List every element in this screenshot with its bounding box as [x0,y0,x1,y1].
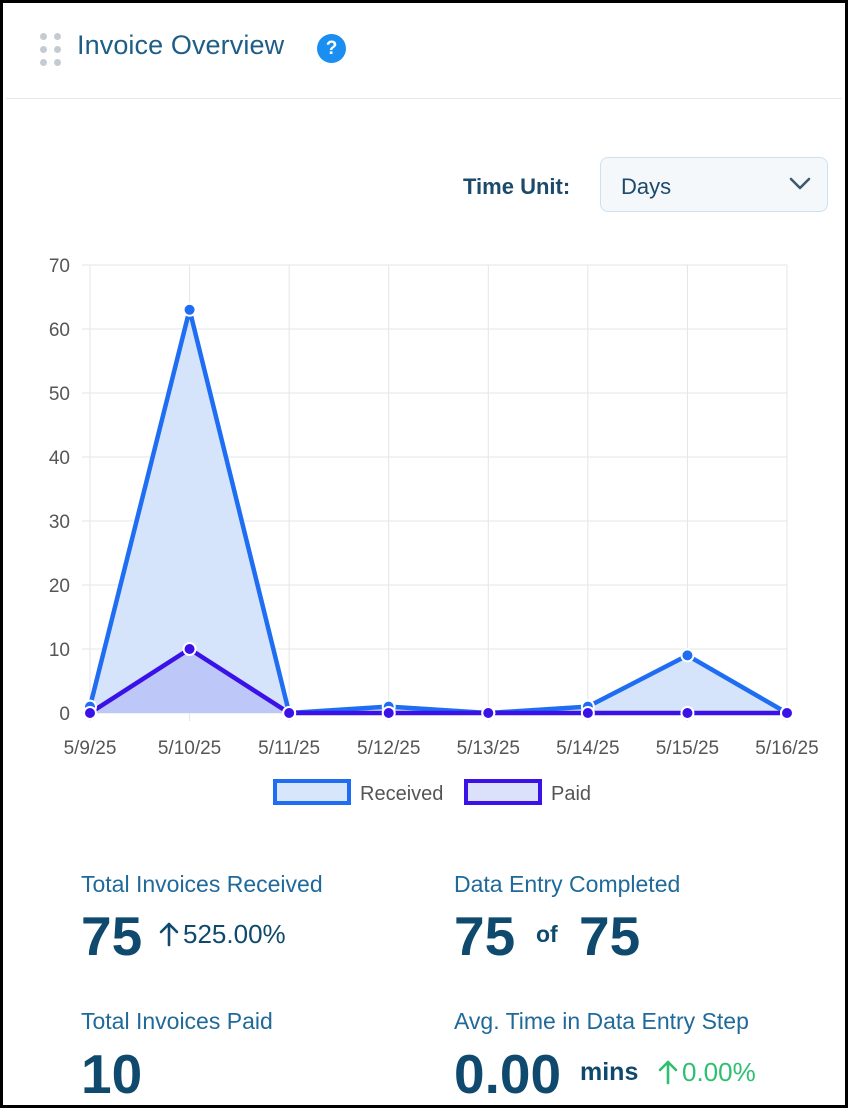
total-received-change: 525.00% [159,921,286,947]
avg-time-change-text: 0.00% [682,1057,756,1087]
drag-handle-icon[interactable] [40,33,62,67]
time-unit-selected-value: Days [621,174,672,199]
y-tick-label: 20 [49,576,70,597]
legend-label-received: Received [360,783,443,805]
y-tick-label: 60 [49,320,70,341]
data-point-paid [282,706,297,720]
y-tick-label: 0 [59,704,70,725]
chevron-down-icon [789,177,811,190]
arrow-up-icon [658,1060,678,1085]
total-paid-label: Total Invoices Paid [81,1008,273,1034]
arrow-up-icon [159,922,179,947]
y-tick-label: 30 [49,512,70,533]
x-tick-label: 5/10/25 [158,738,221,759]
y-tick-label: 70 [49,256,70,277]
avg-time-change: 0.00% [658,1059,756,1085]
avg-time-value: 0.00 [454,1043,562,1105]
data-point-received [182,302,197,317]
invoice-area-chart: 0 10 20 30 40 50 60 70 5/9/25 5/10/25 5/11/25 5/12/… [49,256,819,805]
data-entry-label: Data Entry Completed [454,871,681,897]
data-point-paid [780,706,794,720]
total-received-label: Total Invoices Received [81,871,323,897]
legend-swatch-paid [464,779,542,805]
data-point-paid [580,706,595,720]
series-line-received [87,307,789,716]
data-entry-value: 75 [454,905,516,967]
x-tick-label: 5/15/25 [656,738,719,759]
data-point-paid [83,706,97,720]
data-entry-total: 75 [579,905,641,967]
y-tick-label: 10 [49,640,70,661]
total-paid-value: 10 [81,1043,143,1105]
total-received-change-text: 525.00% [183,919,286,949]
x-tick-label: 5/11/25 [258,738,320,759]
x-tick-label: 5/16/25 [755,738,818,759]
x-tick-label: 5/9/25 [64,738,117,759]
series-line-paid [88,646,787,716]
avg-time-unit: mins [580,1058,639,1086]
legend-label-paid: Paid [551,783,591,805]
legend-swatch-received [273,779,351,805]
avg-time-label: Avg. Time in Data Entry Step [454,1008,749,1034]
x-tick-label: 5/14/25 [556,738,619,759]
data-point-received [680,648,695,663]
data-point-paid [481,706,496,720]
widget-title: Invoice Overview [77,30,285,60]
help-icon[interactable]: ? [317,34,346,63]
y-tick-label: 50 [49,384,70,405]
x-tick-label: 5/12/25 [357,738,420,759]
x-tick-label: 5/13/25 [457,738,520,759]
widget-header: Invoice Overview ? [6,6,842,99]
time-unit-label: Time Unit: [463,174,571,199]
data-point-paid [680,706,695,720]
data-entry-of: of [536,921,558,947]
total-received-value: 75 [81,905,143,967]
data-point-paid [381,706,396,720]
data-point-paid [182,642,197,656]
time-unit-select[interactable]: Days [600,157,828,212]
y-tick-label: 40 [49,448,70,469]
